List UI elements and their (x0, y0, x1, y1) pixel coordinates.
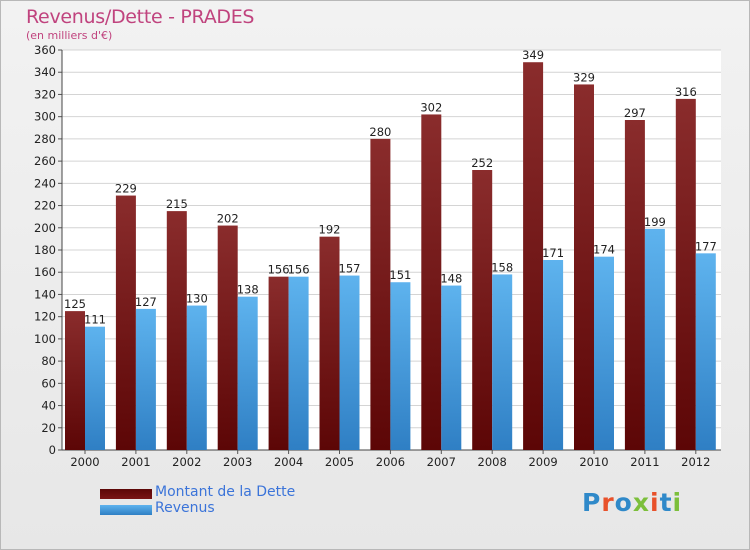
bar-revenus (644, 228, 665, 450)
logo-letter: i (650, 488, 660, 517)
data-label: 138 (237, 283, 259, 297)
bar-dette (115, 195, 136, 450)
bar-dette (574, 84, 594, 450)
bar-revenus (492, 274, 513, 450)
data-label: 127 (135, 295, 157, 309)
data-label: 171 (542, 246, 564, 260)
proxiti-logo: Proxiti (582, 488, 682, 517)
y-tick-label: 20 (41, 421, 56, 435)
data-label: 192 (319, 223, 341, 237)
data-label: 156 (288, 263, 310, 277)
bar-revenus (288, 276, 309, 450)
data-label: 316 (675, 85, 697, 99)
x-tick-label: 2012 (681, 455, 710, 469)
bar-revenus (594, 256, 614, 450)
x-tick-label: 2006 (376, 455, 405, 469)
data-label: 130 (186, 292, 208, 306)
logo-letter: x (632, 488, 650, 517)
data-label: 111 (84, 313, 106, 327)
x-tick-label: 2009 (528, 455, 557, 469)
y-tick-label: 180 (34, 243, 56, 257)
data-label: 151 (389, 268, 411, 282)
x-tick-label: 2010 (579, 455, 608, 469)
bar-dette (65, 311, 85, 450)
legend-swatch-revenus (100, 505, 152, 515)
logo-letter: r (601, 488, 615, 517)
x-tick-label: 2004 (274, 455, 303, 469)
bar-revenus (441, 285, 462, 450)
bar-dette (370, 138, 391, 450)
y-tick-label: 100 (34, 332, 56, 346)
bar-revenus (237, 296, 258, 450)
y-tick-label: 0 (49, 443, 56, 457)
chart-title: Revenus/Dette - PRADES (26, 6, 255, 28)
data-label: 157 (339, 262, 361, 276)
y-tick-label: 280 (34, 132, 56, 146)
y-tick-label: 120 (34, 310, 56, 324)
y-tick-label: 300 (34, 110, 56, 124)
data-label: 174 (593, 243, 615, 257)
y-tick-label: 240 (34, 176, 56, 190)
y-tick-label: 360 (34, 43, 56, 57)
logo-letter: i (672, 488, 683, 517)
data-label: 148 (440, 272, 462, 286)
bar-dette (319, 236, 340, 450)
bar-revenus (339, 275, 360, 450)
bar-dette (675, 98, 696, 450)
y-tick-label: 80 (41, 354, 56, 368)
x-tick-label: 2003 (223, 455, 252, 469)
y-tick-label: 260 (34, 154, 56, 168)
bar-dette (472, 170, 493, 450)
y-tick-label: 40 (41, 399, 56, 413)
data-label: 329 (573, 70, 595, 84)
bar-dette (166, 211, 187, 450)
data-label: 280 (369, 125, 391, 139)
data-label: 297 (624, 106, 646, 120)
data-label: 252 (471, 156, 493, 170)
data-label: 125 (64, 297, 86, 311)
data-label: 215 (166, 197, 188, 211)
bar-revenus (186, 305, 207, 450)
y-tick-label: 340 (34, 65, 56, 79)
y-tick-label: 320 (34, 87, 56, 101)
y-tick-label: 200 (34, 221, 56, 235)
bar-revenus (85, 326, 105, 450)
legend-label-dette: Montant de la Dette (155, 484, 296, 500)
logo-letter: o (614, 488, 633, 517)
bar-dette (624, 120, 645, 450)
chart-subtitle: (en milliers d'€) (26, 29, 113, 42)
bar-dette (268, 276, 289, 450)
x-tick-label: 2005 (325, 455, 354, 469)
legend-label-revenus: Revenus (155, 500, 215, 516)
y-tick-label: 60 (41, 376, 56, 390)
data-label: 177 (695, 239, 717, 253)
y-tick-label: 140 (34, 287, 56, 301)
data-label: 158 (491, 260, 513, 274)
bar-revenus (695, 253, 716, 450)
y-tick-label: 220 (34, 199, 56, 213)
data-label: 156 (268, 263, 290, 277)
bar-revenus (543, 260, 564, 450)
data-label: 199 (644, 215, 666, 229)
logo-letter: P (582, 488, 602, 517)
data-label: 302 (420, 100, 442, 114)
x-tick-label: 2011 (630, 455, 659, 469)
x-tick-label: 2001 (121, 455, 150, 469)
bar-dette (421, 114, 442, 450)
bar-dette (217, 225, 238, 450)
x-tick-label: 2000 (70, 455, 99, 469)
data-label: 229 (115, 182, 137, 196)
y-tick-label: 160 (34, 265, 56, 279)
bar-dette (523, 62, 544, 450)
x-tick-label: 2007 (427, 455, 456, 469)
x-tick-label: 2002 (172, 455, 201, 469)
data-label: 202 (217, 212, 239, 226)
data-label: 349 (522, 48, 544, 62)
x-tick-label: 2008 (478, 455, 507, 469)
legend-swatch-dette (100, 489, 152, 499)
logo-letter: t (659, 488, 673, 517)
bar-revenus (135, 308, 156, 450)
bar-revenus (390, 282, 411, 450)
